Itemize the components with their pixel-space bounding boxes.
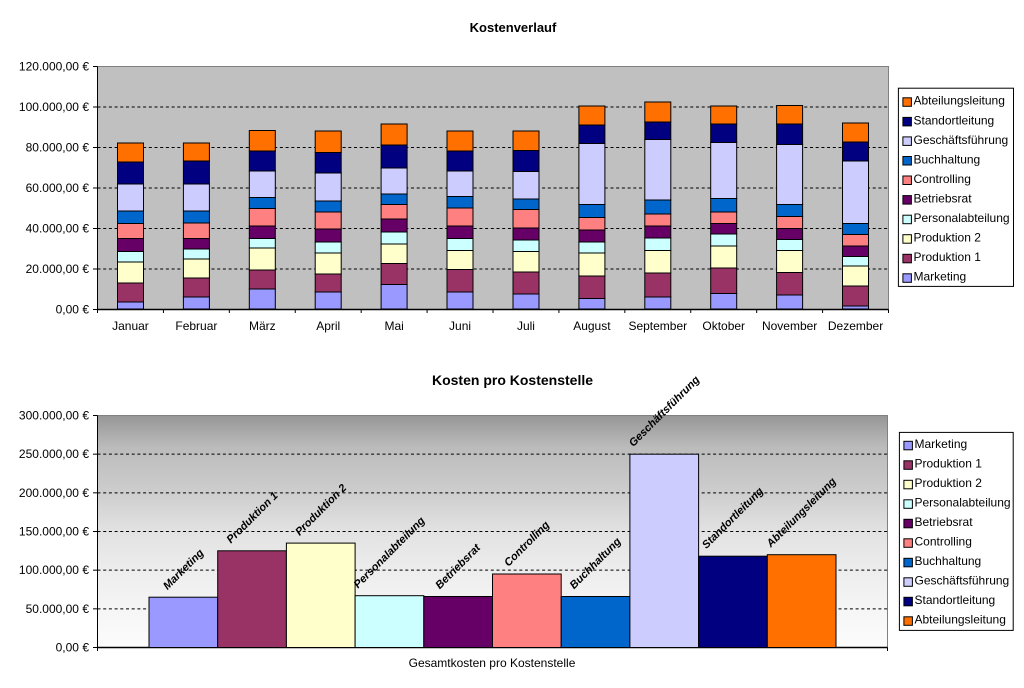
svg-text:Standortleitung: Standortleitung — [915, 593, 996, 607]
svg-text:Produktion 1: Produktion 1 — [914, 250, 982, 264]
svg-text:August: August — [573, 319, 611, 333]
svg-text:Januar: Januar — [112, 319, 149, 333]
svg-text:Juni: Juni — [449, 319, 471, 333]
svg-text:150.000,00 €: 150.000,00 € — [19, 525, 89, 539]
svg-text:Gesamtkosten pro Kostenstelle: Gesamtkosten pro Kostenstelle — [409, 656, 576, 670]
svg-text:Kosten pro Kostenstelle: Kosten pro Kostenstelle — [432, 372, 593, 388]
svg-text:Mai: Mai — [384, 319, 403, 333]
svg-text:Personalabteilung: Personalabteilung — [914, 211, 1010, 225]
svg-text:60.000,00 €: 60.000,00 € — [26, 181, 90, 195]
svg-text:Betriebsrat: Betriebsrat — [914, 192, 973, 206]
svg-text:Geschäftsführung: Geschäftsführung — [914, 133, 1009, 147]
svg-text:40.000,00 €: 40.000,00 € — [26, 222, 90, 236]
svg-text:Produktion 2: Produktion 2 — [915, 476, 983, 490]
svg-text:250.000,00 €: 250.000,00 € — [19, 447, 89, 461]
svg-text:Betriebsrat: Betriebsrat — [915, 515, 974, 529]
svg-text:200.000,00 €: 200.000,00 € — [19, 486, 89, 500]
svg-text:120.000,00 €: 120.000,00 € — [19, 60, 89, 74]
svg-text:Dezember: Dezember — [828, 319, 883, 333]
svg-text:Marketing: Marketing — [914, 270, 967, 284]
svg-text:0,00 €: 0,00 € — [56, 303, 90, 317]
svg-text:Controlling: Controlling — [914, 172, 971, 186]
svg-text:März: März — [249, 319, 276, 333]
svg-text:November: November — [762, 319, 817, 333]
svg-text:Februar: Februar — [175, 319, 217, 333]
svg-text:80.000,00 €: 80.000,00 € — [26, 141, 90, 155]
svg-text:0,00 €: 0,00 € — [56, 641, 90, 655]
svg-text:50.000,00 €: 50.000,00 € — [26, 602, 90, 616]
svg-text:Buchhaltung: Buchhaltung — [914, 152, 981, 166]
svg-text:April: April — [316, 319, 340, 333]
svg-text:Buchhaltung: Buchhaltung — [915, 554, 982, 568]
svg-text:Juli: Juli — [517, 319, 535, 333]
svg-text:300.000,00 €: 300.000,00 € — [19, 409, 89, 423]
svg-text:Abteilungsleitung: Abteilungsleitung — [914, 94, 1005, 108]
svg-text:Controlling: Controlling — [915, 535, 972, 549]
svg-text:September: September — [628, 319, 687, 333]
svg-text:Produktion 1: Produktion 1 — [915, 457, 983, 471]
svg-text:Produktion 2: Produktion 2 — [914, 231, 982, 245]
svg-text:Oktober: Oktober — [702, 319, 745, 333]
svg-text:Geschäftsführung: Geschäftsführung — [915, 574, 1010, 588]
svg-text:Personalabteilung: Personalabteilung — [915, 496, 1011, 510]
svg-text:20.000,00 €: 20.000,00 € — [26, 262, 90, 276]
svg-text:Kostenverlauf: Kostenverlauf — [470, 20, 557, 35]
svg-text:Abteilungsleitung: Abteilungsleitung — [915, 613, 1006, 627]
svg-text:Standortleitung: Standortleitung — [914, 113, 995, 127]
svg-text:100.000,00 €: 100.000,00 € — [19, 100, 89, 114]
svg-text:Marketing: Marketing — [915, 437, 968, 451]
svg-text:100.000,00 €: 100.000,00 € — [19, 563, 89, 577]
